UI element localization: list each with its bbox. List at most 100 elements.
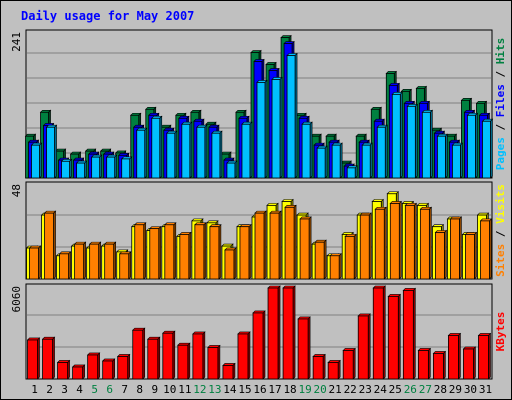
legend-separator: / — [494, 117, 507, 137]
x-tick-label-day-23: 23 — [359, 383, 372, 396]
panel-2-bar-sites-day-2 — [44, 212, 54, 280]
legend-separator: / — [494, 224, 507, 244]
panel-1-bar-pages-day-20 — [316, 147, 326, 179]
legend-entry-hits: Hits — [494, 38, 507, 65]
panel-1-bar-pages-day-11 — [181, 123, 191, 179]
x-tick-label-day-9: 9 — [151, 383, 158, 396]
panel-3-bar-kbytes-day-22 — [342, 350, 354, 380]
panel-3-bar-kbytes-day-14 — [222, 365, 234, 380]
panel-1-bar-pages-day-29 — [452, 144, 461, 179]
x-tick-label-day-2: 2 — [46, 383, 53, 396]
x-tick-label-day-18: 18 — [283, 383, 296, 396]
panel-2-bar-sites-day-6 — [104, 243, 115, 280]
panel-3-bar-kbytes-day-29 — [448, 335, 459, 380]
x-tick-label-day-20: 20 — [314, 383, 327, 396]
panel-2-bar-sites-day-14 — [224, 249, 235, 280]
panel-3-legend: KBytes — [494, 312, 507, 352]
panel-2-bar-sites-day-18 — [284, 206, 295, 280]
x-tick-label-day-11: 11 — [178, 383, 191, 396]
legend-entry-kbytes: KBytes — [494, 312, 507, 352]
panel-1-bar-pages-day-25 — [391, 93, 401, 179]
panel-3-bar-kbytes-day-28 — [432, 353, 444, 380]
x-tick-label-day-29: 29 — [449, 383, 462, 396]
x-tick-label-day-14: 14 — [223, 383, 237, 396]
panel-1-bar-pages-day-27 — [421, 111, 431, 179]
panel-2-bar-sites-day-23 — [359, 214, 370, 280]
panel-2-bar-sites-day-10 — [164, 224, 175, 280]
x-tick-label-day-3: 3 — [61, 383, 68, 396]
panel-3-bar-kbytes-day-31 — [478, 335, 489, 380]
panel-3-bar-kbytes-day-18 — [282, 287, 294, 380]
panel-1-bar-pages-day-3 — [61, 160, 70, 179]
x-tick-label-day-5: 5 — [91, 383, 98, 396]
panel-3-bar-kbytes-day-12 — [192, 333, 204, 380]
panel-3-bar-kbytes-day-24 — [372, 287, 384, 380]
panel-3-bar-kbytes-day-2 — [42, 338, 53, 380]
panel-3-bar-kbytes-day-16 — [252, 312, 264, 380]
chart-title: Daily usage for May 2007 — [21, 9, 194, 23]
panel-1-bar-pages-day-13 — [211, 132, 221, 179]
legend-entry-visits: Visits — [494, 184, 507, 224]
panel-1-bar-pages-day-28 — [436, 135, 446, 179]
panel-1-bar-pages-day-21 — [331, 144, 341, 179]
x-tick-label-day-30: 30 — [464, 383, 477, 396]
panel-2-bar-sites-day-12 — [194, 224, 205, 280]
panel-1-bar-pages-day-18 — [286, 55, 296, 179]
panel-1-bar-pages-day-2 — [46, 126, 55, 179]
panel-3-bar-kbytes-day-23 — [357, 315, 369, 380]
x-tick-label-day-10: 10 — [163, 383, 176, 396]
panel-3-bar-kbytes-day-25 — [387, 296, 399, 380]
panel-3-bar-kbytes-day-30 — [463, 348, 474, 380]
panel-2-bar-sites-day-3 — [59, 253, 69, 280]
panel-2-bar-sites-day-30 — [465, 234, 475, 280]
panel-3-bar-kbytes-day-1 — [27, 339, 38, 380]
x-tick-label-day-25: 25 — [389, 383, 402, 396]
panel-2-bar-sites-day-1 — [29, 247, 39, 280]
panel-2-bar-sites-day-26 — [404, 204, 415, 280]
legend-entry-pages: Pages — [494, 137, 507, 170]
legend-entry-files: Files — [494, 84, 507, 117]
x-tick-label-day-22: 22 — [344, 383, 357, 396]
panel-1-bar-pages-day-1 — [31, 144, 40, 179]
panel-1-legend: Pages / Files / Hits — [494, 38, 507, 171]
panel-2-bar-sites-day-29 — [450, 218, 460, 280]
panel-3-bar-kbytes-day-3 — [57, 362, 68, 380]
panel-1-bar-pages-day-8 — [136, 129, 146, 179]
x-tick-label-day-31: 31 — [479, 383, 492, 396]
panel-3-bar-kbytes-day-4 — [72, 366, 84, 380]
panel-3-bar-kbytes-day-8 — [132, 329, 144, 380]
panel-3-bar-kbytes-day-19 — [297, 318, 309, 380]
panel-2-bar-sites-day-21 — [329, 255, 340, 280]
panel-1-bar-pages-day-26 — [406, 105, 416, 179]
x-tick-label-day-24: 24 — [374, 383, 388, 396]
panel-1-bar-pages-day-6 — [106, 156, 116, 179]
panel-2-bar-sites-day-28 — [434, 232, 445, 280]
panel-2-bar-sites-day-22 — [344, 235, 355, 280]
panel-1-bar-pages-day-19 — [301, 123, 311, 179]
panel-3-bar-kbytes-day-27 — [417, 350, 429, 380]
panel-1-bar-pages-day-22 — [346, 167, 356, 179]
panel-2-bar-sites-day-25 — [389, 203, 400, 280]
x-tick-label-day-15: 15 — [238, 383, 251, 396]
panel-2-ymax-label: 48 — [10, 184, 23, 197]
panel-2-bar-sites-day-15 — [239, 226, 250, 280]
panel-2-legend: Sites / Visits — [494, 184, 507, 277]
x-tick-label-day-21: 21 — [329, 383, 342, 396]
panel-3-bar-kbytes-day-6 — [102, 360, 114, 380]
x-tick-label-day-7: 7 — [121, 383, 128, 396]
legend-entry-sites: Sites — [494, 244, 507, 277]
panel-2-bar-sites-day-27 — [419, 208, 430, 280]
panel-3-bar-kbytes-day-20 — [312, 356, 324, 380]
x-tick-label-day-8: 8 — [136, 383, 143, 396]
panel-1-bar-pages-day-15 — [241, 123, 251, 179]
panel-1-bar-pages-day-24 — [376, 126, 386, 179]
panel-2-bar-sites-day-17 — [269, 212, 280, 280]
panel-1-bar-pages-day-17 — [271, 79, 281, 179]
x-tick-label-day-28: 28 — [434, 383, 447, 396]
panel-2-bar-sites-day-7 — [119, 253, 130, 280]
panel-1-ymax-label: 241 — [10, 32, 23, 52]
panel-2-bar-sites-day-20 — [314, 241, 325, 280]
panel-1-bar-pages-day-10 — [166, 132, 176, 179]
